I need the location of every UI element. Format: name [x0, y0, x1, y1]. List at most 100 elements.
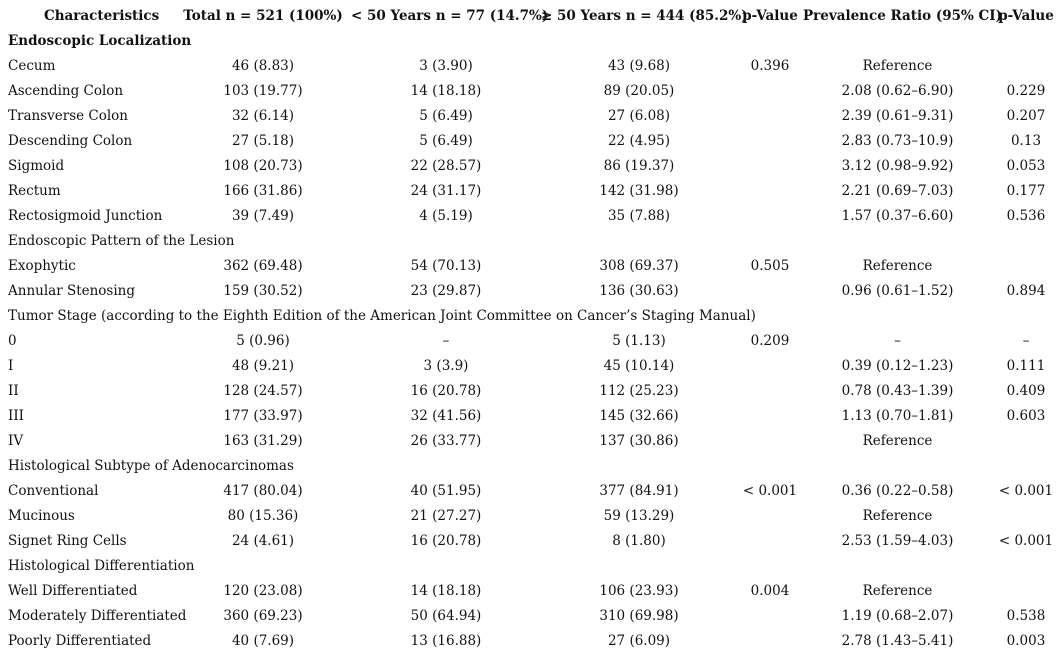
under-50-cell: 13 (16.88): [410, 633, 482, 649]
table-row: Sigmoid 108 (20.73) 22 (28.57) 86 (19.37) 3.…: [0, 154, 1063, 179]
total-cell: 163 (31.29): [223, 433, 303, 449]
table-row: IV 163 (31.29) 26 (33.77) 137 (30.86) Refere…: [0, 429, 1063, 454]
over-50-cell: 106 (23.93): [599, 583, 679, 599]
pr-p-value-cell: 0.536: [1006, 208, 1046, 224]
under-50-cell: 16 (20.78): [410, 383, 482, 399]
prevalence-ratio-cell: –: [894, 333, 901, 349]
under-50-cell: 22 (28.57): [410, 158, 482, 174]
over-50-cell: 136 (30.63): [599, 283, 679, 299]
characteristic-cell: 0: [8, 333, 17, 349]
table-row: II 128 (24.57) 16 (20.78) 112 (25.23) 0.78 (…: [0, 379, 1063, 404]
over-50-cell: 145 (32.66): [599, 408, 679, 424]
section-header-row: Histological Subtype of Adenocarcinomas: [0, 454, 1063, 479]
section-header-row: Endoscopic Localization: [0, 29, 1063, 54]
pr-p-value-cell: 0.538: [1006, 608, 1046, 624]
characteristic-cell: Signet Ring Cells: [8, 533, 127, 549]
prevalence-ratio-cell: 0.39 (0.12–1.23): [841, 358, 954, 374]
total-cell: 120 (23.08): [223, 583, 303, 599]
characteristic-cell: Descending Colon: [8, 133, 133, 149]
section-header-row: Endoscopic Pattern of the Lesion: [0, 229, 1063, 254]
over-50-cell: 112 (25.23): [599, 383, 679, 399]
prevalence-ratio-cell: 0.78 (0.43–1.39): [841, 383, 954, 399]
pr-p-value-cell: 0.111: [1006, 358, 1046, 374]
table-row: Poorly Differentiated 40 (7.69) 13 (16.88)…: [0, 629, 1063, 654]
table-row: Exophytic 362 (69.48) 54 (70.13) 308 (69.37…: [0, 254, 1063, 279]
over-50-cell: 27 (6.08): [607, 108, 671, 124]
under-50-cell: 16 (20.78): [410, 533, 482, 549]
characteristic-cell: Exophytic: [8, 258, 76, 274]
characteristic-cell: Moderately Differentiated: [8, 608, 187, 624]
table-row: III 177 (33.97) 32 (41.56) 145 (32.66) 1.13 …: [0, 404, 1063, 429]
characteristic-cell: I: [8, 358, 14, 374]
over-50-cell: 35 (7.88): [607, 208, 671, 224]
section-header: Histological Subtype of Adenocarcinomas: [8, 458, 294, 474]
pr-p-value-cell: –: [1022, 333, 1030, 349]
section-header-row: Histological Differentiation: [0, 554, 1063, 579]
under-50-cell: 4 (5.19): [419, 208, 473, 224]
pr-p-value-cell: 0.207: [1006, 108, 1046, 124]
under-50-cell: 54 (70.13): [410, 258, 482, 274]
pr-p-value-cell: 0.603: [1006, 408, 1046, 424]
prevalence-ratio-cell: 1.57 (0.37–6.60): [841, 208, 954, 224]
over-50-cell: 137 (30.86): [599, 433, 679, 449]
under-50-cell: –: [442, 333, 450, 349]
under-50-cell: 5 (6.49): [419, 108, 473, 124]
total-cell: 24 (4.61): [231, 533, 295, 549]
table-row: Transverse Colon 32 (6.14) 5 (6.49) 27 (6.0…: [0, 104, 1063, 129]
total-cell: 159 (30.52): [223, 283, 303, 299]
prevalence-ratio-cell: 2.53 (1.59–4.03): [841, 533, 954, 549]
pr-p-value-cell: 0.409: [1006, 383, 1046, 399]
characteristic-cell: Rectosigmoid Junction: [8, 208, 163, 224]
table-row: Rectum 166 (31.86) 24 (31.17) 142 (31.98) 2.…: [0, 179, 1063, 204]
pr-p-value-cell: 0.894: [1006, 283, 1046, 299]
prevalence-ratio-cell: 2.78 (1.43–5.41): [841, 633, 954, 649]
under-50-cell: 24 (31.17): [410, 183, 482, 199]
over-50-cell: 310 (69.98): [599, 608, 679, 624]
header-under-50: < 50 Years n = 77 (14.7%): [351, 8, 549, 24]
pr-p-value-cell: 0.003: [1006, 633, 1046, 649]
header-50-and-over: ≥ 50 Years n = 444 (85.2%): [541, 8, 748, 24]
p-value-cell: 0.505: [750, 258, 790, 274]
pr-p-value-cell: 0.229: [1006, 83, 1046, 99]
total-cell: 80 (15.36): [227, 508, 299, 524]
over-50-cell: 142 (31.98): [599, 183, 679, 199]
table-row: Mucinous 80 (15.36) 21 (27.27) 59 (13.29) Re…: [0, 504, 1063, 529]
over-50-cell: 377 (84.91): [599, 483, 679, 499]
prevalence-ratio-cell: 2.83 (0.73–10.9): [841, 133, 954, 149]
prevalence-ratio-cell: 1.19 (0.68–2.07): [841, 608, 954, 624]
under-50-cell: 14 (18.18): [410, 83, 482, 99]
total-cell: 417 (80.04): [223, 483, 303, 499]
total-cell: 46 (8.83): [231, 58, 295, 74]
characteristic-cell: Poorly Differentiated: [8, 633, 152, 649]
pr-p-value-cell: < 0.001: [998, 483, 1054, 499]
characteristic-cell: IV: [8, 433, 24, 449]
prevalence-ratio-cell: 0.96 (0.61–1.52): [841, 283, 954, 299]
over-50-cell: 59 (13.29): [603, 508, 675, 524]
characteristic-cell: II: [8, 383, 19, 399]
prevalence-ratio-cell: Reference: [862, 58, 933, 74]
characteristic-cell: Cecum: [8, 58, 56, 74]
prevalence-ratio-cell: 2.08 (0.62–6.90): [841, 83, 954, 99]
total-cell: 32 (6.14): [231, 108, 295, 124]
under-50-cell: 5 (6.49): [419, 133, 473, 149]
total-cell: 27 (5.18): [231, 133, 295, 149]
table-row: Ascending Colon 103 (19.77) 14 (18.18) 89 (…: [0, 79, 1063, 104]
p-value-cell: 0.396: [750, 58, 790, 74]
section-header: Endoscopic Pattern of the Lesion: [8, 233, 235, 249]
over-50-cell: 5 (1.13): [612, 333, 666, 349]
total-cell: 40 (7.69): [231, 633, 295, 649]
p-value-cell: < 0.001: [742, 483, 798, 499]
header-p-value: p-Value: [742, 8, 798, 24]
prevalence-ratio-cell: 0.36 (0.22–0.58): [841, 483, 954, 499]
table-row: Signet Ring Cells 24 (4.61) 16 (20.78) 8 (1…: [0, 529, 1063, 554]
characteristic-cell: Conventional: [8, 483, 99, 499]
over-50-cell: 308 (69.37): [599, 258, 679, 274]
total-cell: 360 (69.23): [223, 608, 303, 624]
under-50-cell: 3 (3.9): [423, 358, 469, 374]
table-row: Well Differentiated 120 (23.08) 14 (18.18)…: [0, 579, 1063, 604]
pr-p-value-cell: 0.13: [1010, 133, 1042, 149]
under-50-cell: 21 (27.27): [410, 508, 482, 524]
characteristic-cell: Well Differentiated: [8, 583, 138, 599]
total-cell: 103 (19.77): [223, 83, 303, 99]
